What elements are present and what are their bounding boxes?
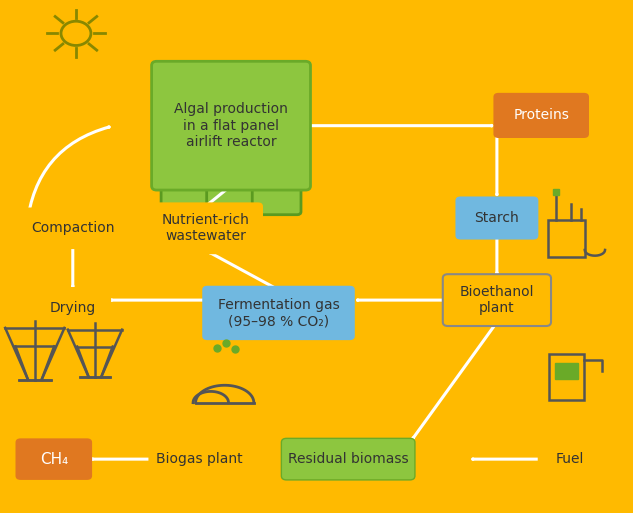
FancyBboxPatch shape bbox=[16, 438, 92, 480]
Text: Drying: Drying bbox=[49, 301, 96, 315]
FancyBboxPatch shape bbox=[148, 438, 250, 480]
FancyBboxPatch shape bbox=[203, 286, 354, 340]
FancyBboxPatch shape bbox=[148, 202, 263, 254]
FancyBboxPatch shape bbox=[281, 438, 415, 480]
FancyBboxPatch shape bbox=[443, 274, 551, 326]
Text: Compaction: Compaction bbox=[31, 221, 115, 235]
FancyBboxPatch shape bbox=[161, 63, 210, 215]
Text: Biogas plant: Biogas plant bbox=[156, 452, 242, 466]
Text: CH₄: CH₄ bbox=[40, 451, 68, 467]
Text: Algal production
in a flat panel
airlift reactor: Algal production in a flat panel airlift… bbox=[174, 103, 288, 149]
Text: Nutrient-rich
wastewater: Nutrient-rich wastewater bbox=[162, 213, 249, 243]
FancyBboxPatch shape bbox=[252, 63, 301, 215]
Text: Bioethanol
plant: Bioethanol plant bbox=[460, 285, 534, 315]
FancyBboxPatch shape bbox=[152, 62, 310, 190]
FancyBboxPatch shape bbox=[538, 438, 601, 480]
Text: Starch: Starch bbox=[475, 211, 519, 225]
Polygon shape bbox=[555, 363, 578, 379]
FancyBboxPatch shape bbox=[456, 196, 538, 240]
Text: Fermentation gas
(95–98 % CO₂): Fermentation gas (95–98 % CO₂) bbox=[218, 298, 339, 328]
FancyBboxPatch shape bbox=[206, 63, 255, 215]
FancyBboxPatch shape bbox=[494, 93, 589, 138]
Text: Residual biomass: Residual biomass bbox=[288, 452, 408, 466]
Text: Fuel: Fuel bbox=[556, 452, 584, 466]
FancyBboxPatch shape bbox=[34, 287, 111, 328]
FancyBboxPatch shape bbox=[22, 207, 123, 249]
Text: Proteins: Proteins bbox=[513, 108, 569, 123]
